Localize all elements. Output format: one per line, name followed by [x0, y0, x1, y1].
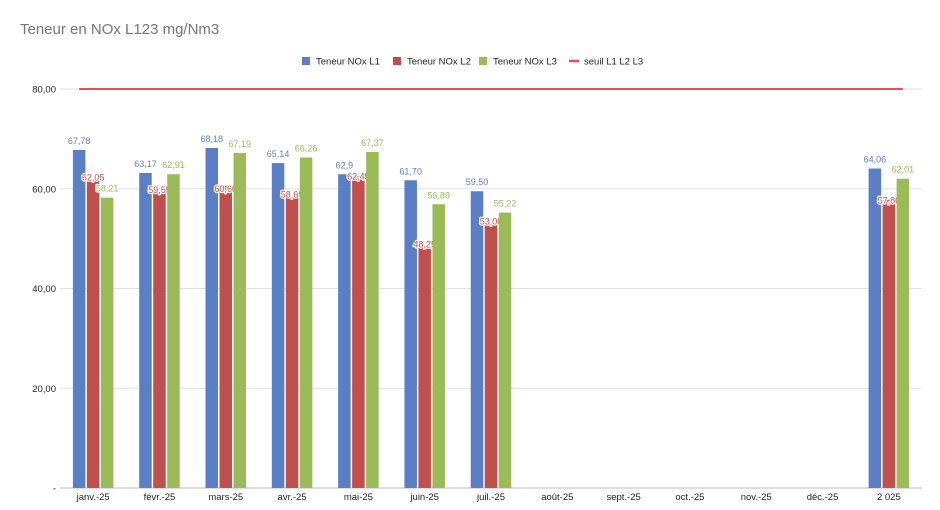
x-tick-label: juil.-25: [476, 492, 505, 503]
legend-label: Teneur NOx L1: [316, 57, 380, 68]
data-label: 61,70: [399, 166, 422, 176]
bar-2-5: [418, 247, 431, 488]
x-tick-label: oct.-25: [675, 492, 704, 503]
data-label: 58,21: [96, 184, 119, 194]
data-label: 63,17: [134, 159, 157, 169]
x-tick-label: févr.-25: [144, 492, 176, 503]
y-tick-label: 20,00: [32, 384, 56, 395]
legend-label: seuil L1 L2 L3: [584, 57, 643, 68]
bar-1-1: [139, 172, 152, 488]
bar-1-4: [338, 174, 351, 488]
bar-3-12: [896, 178, 910, 488]
data-label: 62,91: [162, 160, 185, 170]
bar-3-5: [432, 204, 445, 489]
legend-label: Teneur NOx L2: [407, 57, 471, 68]
x-tick-label: juin-25: [409, 492, 439, 503]
x-tick-label: mars-25: [208, 492, 243, 503]
bar-3-1: [167, 174, 180, 488]
bar-2-3: [285, 195, 299, 488]
data-label: 59,50: [466, 177, 489, 187]
y-tick-label: -: [53, 484, 56, 495]
x-tick-label: mai-25: [344, 492, 373, 503]
legend-swatch-1: [302, 57, 310, 65]
bar-2-0: [86, 178, 100, 488]
x-tick-label: août-25: [541, 492, 573, 503]
data-label: 62,01: [892, 165, 915, 175]
legend-swatch-3: [479, 57, 487, 65]
data-label: 62,9: [336, 160, 354, 170]
data-label: 67,19: [229, 139, 252, 149]
bar-1-12: [868, 168, 882, 489]
bar-2-2: [219, 185, 233, 488]
bar-1-0: [72, 149, 86, 488]
legend-swatch-2: [393, 57, 401, 65]
bar-3-4: [366, 151, 379, 488]
data-label: 48,25: [413, 239, 436, 249]
data-label: 64,06: [864, 155, 887, 165]
data-label: 66,26: [295, 144, 318, 154]
bar-2-1: [153, 190, 166, 488]
chart-title: Teneur en NOx L123 mg/Nm3: [20, 21, 220, 38]
data-label: 67,78: [68, 136, 91, 146]
y-tick-label: 80,00: [32, 85, 56, 96]
bar-1-5: [404, 180, 417, 489]
bar-2-12: [882, 199, 896, 488]
bar-1-3: [271, 163, 285, 488]
data-label: 62,05: [82, 173, 105, 183]
bar-3-3: [299, 157, 313, 488]
x-tick-label: sept.-25: [606, 492, 640, 503]
data-label: 55,22: [494, 199, 517, 209]
bar-1-6: [470, 191, 484, 488]
data-label: 57,80: [878, 196, 901, 206]
data-label: 67,37: [361, 138, 384, 148]
data-label: 56,89: [427, 190, 450, 200]
y-tick-label: 40,00: [32, 284, 56, 295]
x-tick-label: 2 025: [877, 492, 901, 503]
x-tick-label: nov.-25: [741, 492, 772, 503]
x-tick-label: janv.-25: [76, 492, 110, 503]
bar-1-2: [205, 147, 219, 488]
data-label: 58,69: [281, 189, 304, 199]
data-label: 62,45: [347, 172, 370, 182]
bar-3-2: [233, 152, 247, 488]
bar-3-0: [100, 197, 114, 489]
bar-2-6: [484, 223, 498, 488]
legend-label: Teneur NOx L3: [493, 57, 557, 68]
y-tick-label: 60,00: [32, 184, 56, 195]
data-label: 60,60: [215, 184, 238, 194]
data-label: 65,14: [267, 149, 290, 159]
data-label: 68,18: [201, 134, 224, 144]
x-tick-label: avr.-25: [278, 492, 307, 503]
x-tick-label: déc.-25: [807, 492, 839, 503]
bar-2-4: [352, 176, 365, 488]
data-label: 53,00: [480, 217, 503, 227]
data-label: 59,55: [148, 185, 171, 195]
bar-3-6: [498, 212, 512, 488]
